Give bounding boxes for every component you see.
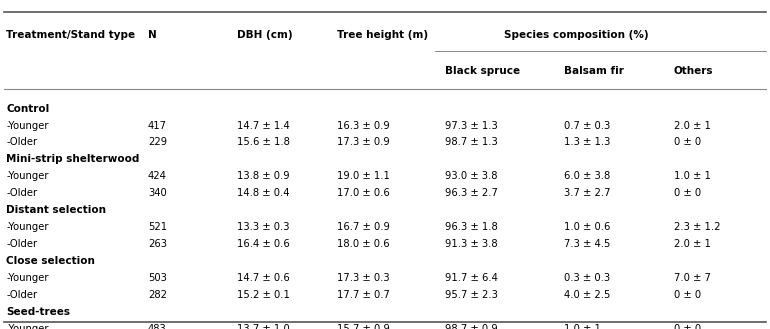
Text: 503: 503 [148, 273, 167, 283]
Text: 19.0 ± 1.1: 19.0 ± 1.1 [337, 171, 390, 181]
Text: 2.0 ± 1: 2.0 ± 1 [674, 239, 711, 249]
Text: 15.2 ± 0.1: 15.2 ± 0.1 [237, 290, 290, 300]
Text: Distant selection: Distant selection [6, 205, 106, 215]
Text: 16.3 ± 0.9: 16.3 ± 0.9 [337, 120, 390, 131]
Text: 521: 521 [148, 222, 167, 232]
Text: 417: 417 [148, 120, 167, 131]
Text: 95.7 ± 2.3: 95.7 ± 2.3 [445, 290, 498, 300]
Text: 282: 282 [148, 290, 167, 300]
Text: Balsam fir: Balsam fir [564, 66, 624, 76]
Text: 1.0 ± 0.6: 1.0 ± 0.6 [564, 222, 611, 232]
Text: Seed-trees: Seed-trees [6, 307, 70, 317]
Text: 91.7 ± 6.4: 91.7 ± 6.4 [445, 273, 498, 283]
Text: Control: Control [6, 104, 49, 114]
Text: 17.3 ± 0.3: 17.3 ± 0.3 [337, 273, 390, 283]
Text: 4.0 ± 2.5: 4.0 ± 2.5 [564, 290, 611, 300]
Text: 7.0 ± 7: 7.0 ± 7 [674, 273, 711, 283]
Text: 0.7 ± 0.3: 0.7 ± 0.3 [564, 120, 611, 131]
Text: 14.7 ± 0.6: 14.7 ± 0.6 [237, 273, 290, 283]
Text: 97.3 ± 1.3: 97.3 ± 1.3 [445, 120, 498, 131]
Text: 17.7 ± 0.7: 17.7 ± 0.7 [337, 290, 390, 300]
Text: 14.7 ± 1.4: 14.7 ± 1.4 [237, 120, 290, 131]
Text: 13.8 ± 0.9: 13.8 ± 0.9 [237, 171, 290, 181]
Text: 14.8 ± 0.4: 14.8 ± 0.4 [237, 188, 290, 198]
Text: 3.7 ± 2.7: 3.7 ± 2.7 [564, 188, 611, 198]
Text: 229: 229 [148, 138, 167, 147]
Text: 13.3 ± 0.3: 13.3 ± 0.3 [237, 222, 290, 232]
Text: Species composition (%): Species composition (%) [504, 30, 648, 39]
Text: 15.6 ± 1.8: 15.6 ± 1.8 [237, 138, 290, 147]
Text: 1.0 ± 1: 1.0 ± 1 [674, 171, 711, 181]
Text: 15.7 ± 0.9: 15.7 ± 0.9 [337, 324, 390, 329]
Text: 424: 424 [148, 171, 167, 181]
Text: 91.3 ± 3.8: 91.3 ± 3.8 [445, 239, 497, 249]
Text: Black spruce: Black spruce [445, 66, 521, 76]
Text: 2.0 ± 1: 2.0 ± 1 [674, 120, 711, 131]
Text: -Younger: -Younger [6, 171, 49, 181]
Text: Mini-strip shelterwood: Mini-strip shelterwood [6, 154, 139, 164]
Text: Tree height (m): Tree height (m) [337, 30, 428, 39]
Text: Others: Others [674, 66, 713, 76]
Text: DBH (cm): DBH (cm) [237, 30, 293, 39]
Text: 0 ± 0: 0 ± 0 [674, 188, 701, 198]
Text: 13.7 ± 1.0: 13.7 ± 1.0 [237, 324, 290, 329]
Text: -Older: -Older [6, 188, 37, 198]
Text: 18.0 ± 0.6: 18.0 ± 0.6 [337, 239, 390, 249]
Text: -Older: -Older [6, 138, 37, 147]
Text: 6.0 ± 3.8: 6.0 ± 3.8 [564, 171, 611, 181]
Text: -Younger: -Younger [6, 324, 49, 329]
Text: 17.0 ± 0.6: 17.0 ± 0.6 [337, 188, 390, 198]
Text: 16.7 ± 0.9: 16.7 ± 0.9 [337, 222, 390, 232]
Text: 340: 340 [148, 188, 166, 198]
Text: 17.3 ± 0.9: 17.3 ± 0.9 [337, 138, 390, 147]
Text: 483: 483 [148, 324, 166, 329]
Text: N: N [148, 30, 156, 39]
Text: 1.3 ± 1.3: 1.3 ± 1.3 [564, 138, 611, 147]
Text: 0.3 ± 0.3: 0.3 ± 0.3 [564, 273, 611, 283]
Text: 0 ± 0: 0 ± 0 [674, 290, 701, 300]
Text: -Younger: -Younger [6, 120, 49, 131]
Text: 96.3 ± 2.7: 96.3 ± 2.7 [445, 188, 498, 198]
Text: 7.3 ± 4.5: 7.3 ± 4.5 [564, 239, 611, 249]
Text: -Older: -Older [6, 290, 37, 300]
Text: 16.4 ± 0.6: 16.4 ± 0.6 [237, 239, 290, 249]
Text: 98.7 ± 0.9: 98.7 ± 0.9 [445, 324, 498, 329]
Text: Treatment/Stand type: Treatment/Stand type [6, 30, 136, 39]
Text: 96.3 ± 1.8: 96.3 ± 1.8 [445, 222, 498, 232]
Text: 1.0 ± 1: 1.0 ± 1 [564, 324, 601, 329]
Text: 2.3 ± 1.2: 2.3 ± 1.2 [674, 222, 720, 232]
Text: -Younger: -Younger [6, 273, 49, 283]
Text: Close selection: Close selection [6, 256, 95, 266]
Text: 93.0 ± 3.8: 93.0 ± 3.8 [445, 171, 497, 181]
Text: -Older: -Older [6, 239, 37, 249]
Text: 0 ± 0: 0 ± 0 [674, 324, 701, 329]
Text: 0 ± 0: 0 ± 0 [674, 138, 701, 147]
Text: 263: 263 [148, 239, 167, 249]
Text: -Younger: -Younger [6, 222, 49, 232]
Text: 98.7 ± 1.3: 98.7 ± 1.3 [445, 138, 498, 147]
